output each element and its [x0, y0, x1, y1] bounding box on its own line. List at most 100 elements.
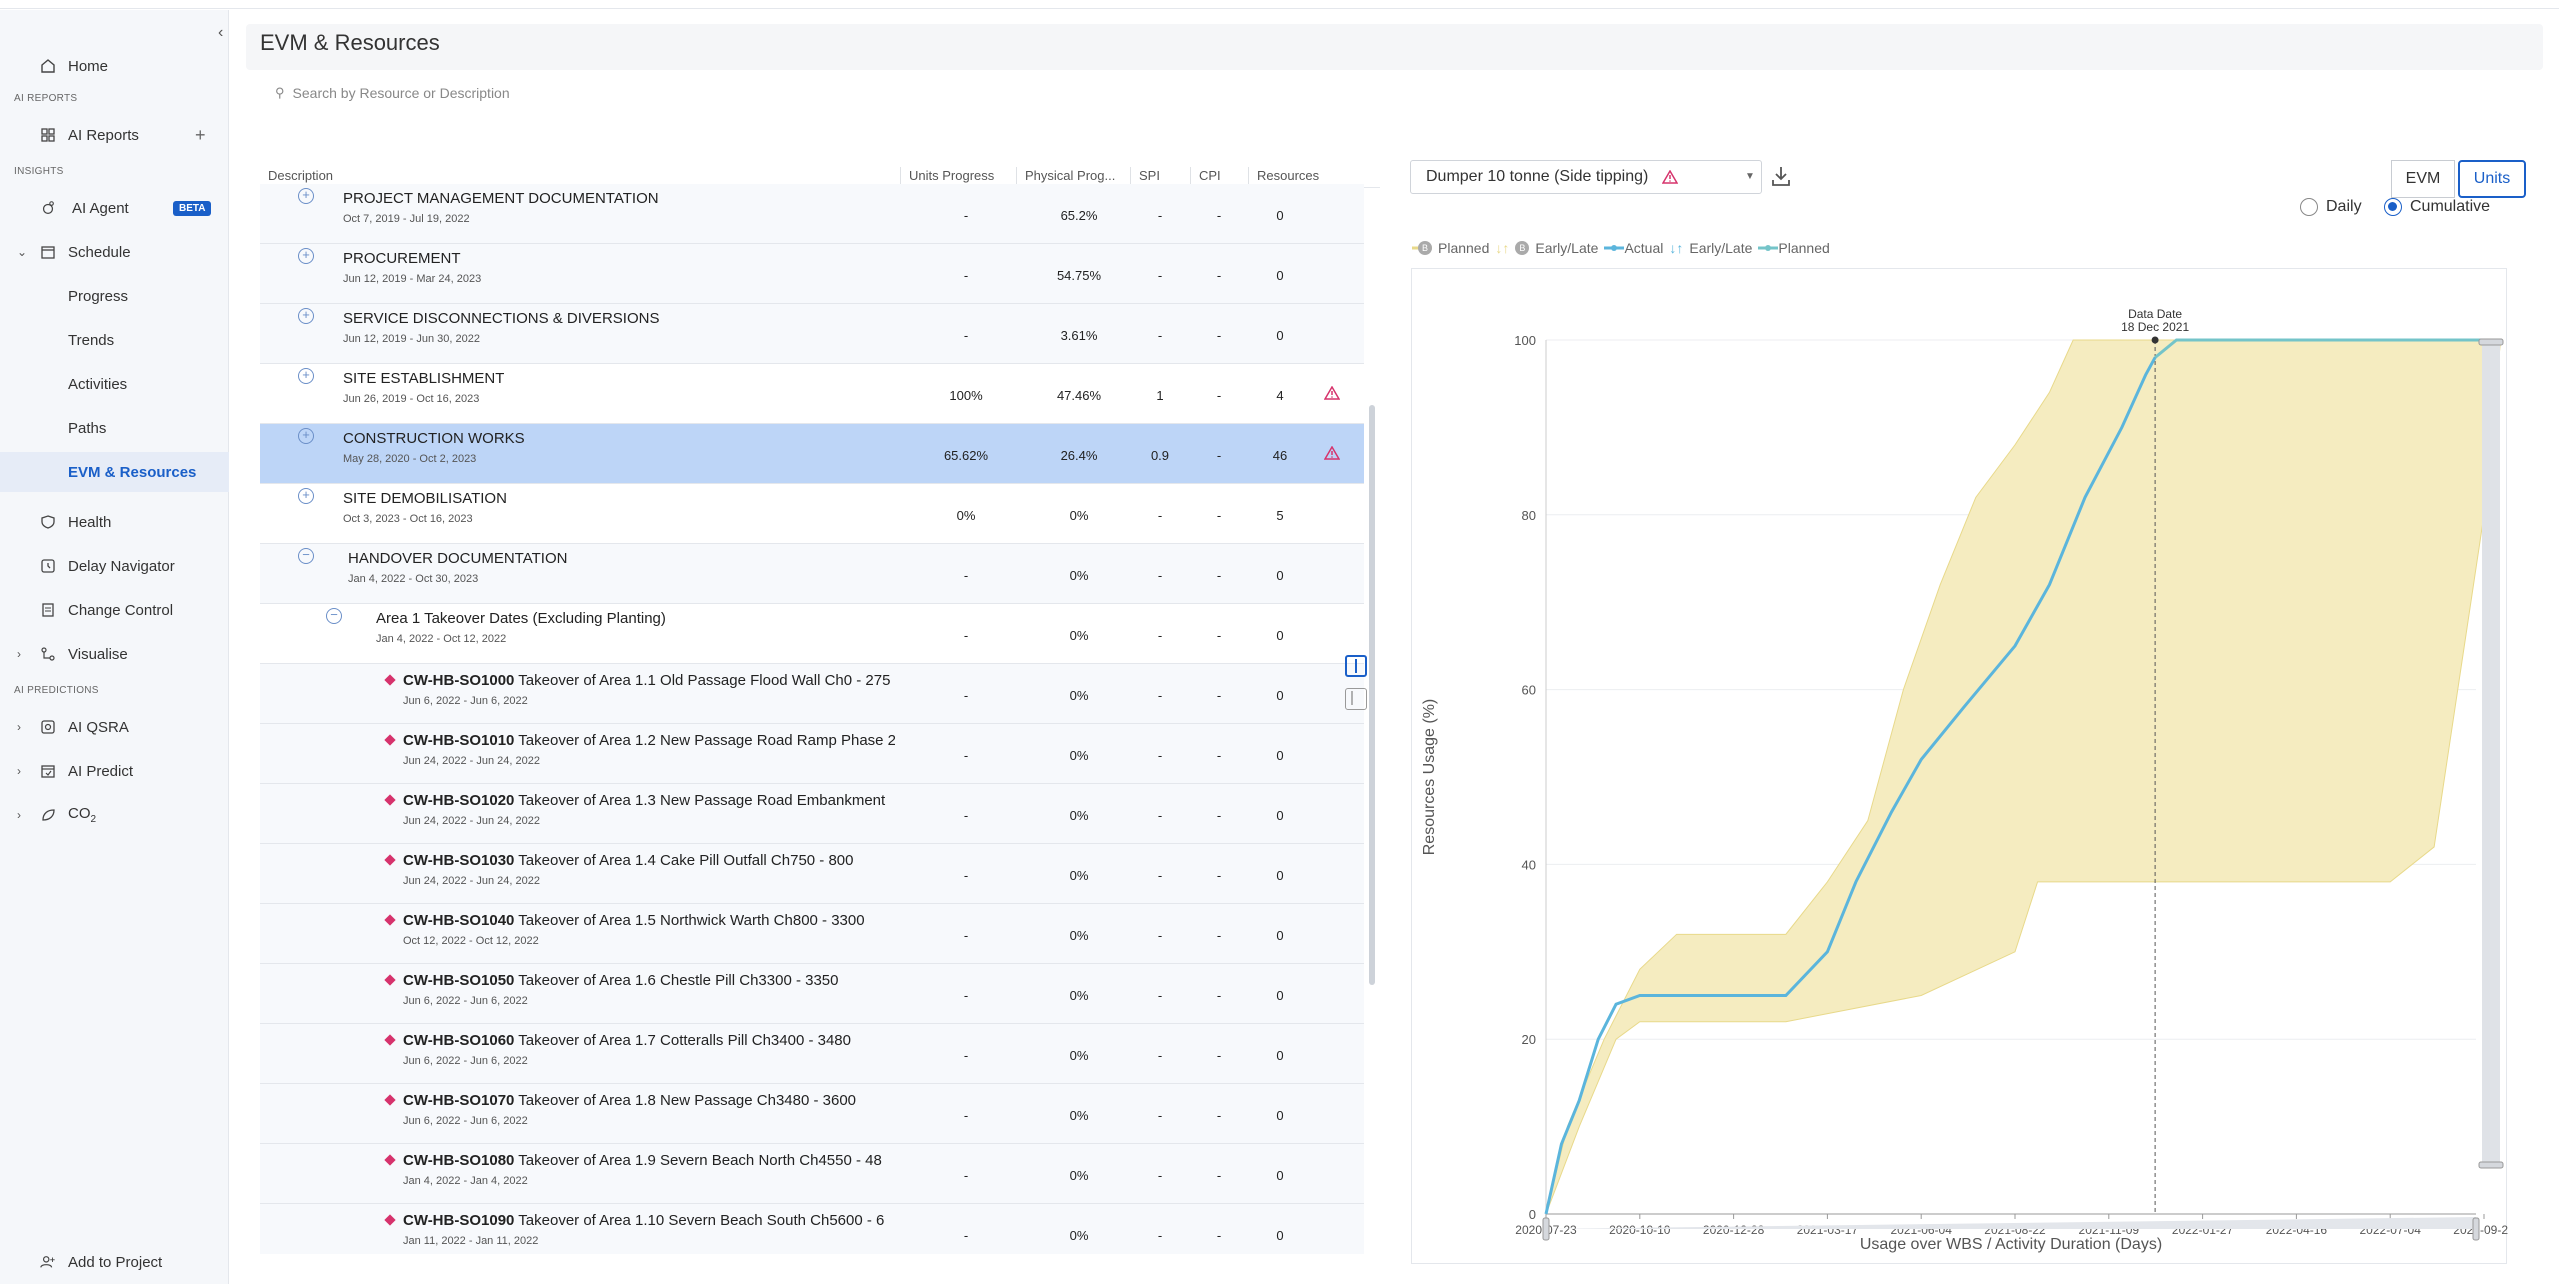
cpi-cell: - [1216, 1108, 1222, 1123]
sidebar-item-label: AI Predict [68, 762, 134, 780]
physical-progress-cell: 0% [1069, 1048, 1089, 1063]
expand-row-icon[interactable]: + [298, 188, 314, 204]
table-row[interactable]: + PROCUREMENT Jun 12, 2019 - Mar 24, 2023 -… [260, 244, 1364, 304]
single-view-icon[interactable] [1345, 688, 1367, 710]
table-row[interactable]: + SITE ESTABLISHMENT Jun 26, 2019 - Oct 16… [260, 364, 1364, 424]
sidebar-item-delay-navigator[interactable]: Delay Navigator [0, 546, 229, 586]
column-header-units-progress[interactable]: Units Progress [900, 167, 1016, 185]
table-scrollbar[interactable] [1369, 405, 1375, 985]
table-row[interactable]: + CONSTRUCTION WORKS May 28, 2020 - Oct 2,… [260, 424, 1364, 484]
search-icon: ⚲ [275, 85, 285, 100]
sidebar-item-change-control[interactable]: Change Control [0, 590, 229, 630]
expand-row-icon[interactable]: + [298, 368, 314, 384]
table-row[interactable]: CW-HB-SO1060 Takeover of Area 1.7 Cotter… [260, 1024, 1364, 1084]
expand-row-icon[interactable]: + [298, 248, 314, 264]
x-zoom-slider-track[interactable] [1546, 1217, 2476, 1229]
column-header-spi[interactable]: SPI [1130, 167, 1190, 185]
sidebar-item-evm-resources[interactable]: EVM & Resources [0, 452, 229, 492]
activity-title: Takeover of Area 1.10 Severn Beach South… [518, 1212, 885, 1229]
table-row[interactable]: CW-HB-SO1010 Takeover of Area 1.2 New Pa… [260, 724, 1364, 784]
y-tick-label: 40 [1522, 857, 1536, 872]
column-header-physical-progress[interactable]: Physical Prog... [1016, 167, 1130, 185]
activity-title: Takeover of Area 1.4 Cake Pill Outfall C… [518, 852, 854, 869]
collapse-row-icon[interactable]: − [326, 608, 342, 624]
activity-dates: Jun 6, 2022 - Jun 6, 2022 [403, 995, 528, 1007]
sidebar-item-add-to-project[interactable]: Add to Project [0, 1242, 229, 1282]
sidebar-item-ai-agent[interactable]: AI Agent BETA [0, 188, 229, 228]
physical-progress-cell: 0% [1069, 808, 1089, 823]
collapse-sidebar-icon[interactable]: ‹ [218, 24, 224, 41]
y-zoom-slider-track[interactable] [2482, 343, 2500, 1165]
table-row[interactable]: CW-HB-SO1080 Takeover of Area 1.9 Severn… [260, 1144, 1364, 1204]
chart-container: 0204060801002020-07-232020-10-102020-12-… [1411, 268, 2515, 1264]
resource-select[interactable]: Dumper 10 tonne (Side tipping) [1410, 160, 1762, 194]
sidebar-item-paths[interactable]: Paths [0, 408, 229, 448]
table-row[interactable]: + SERVICE DISCONNECTIONS & DIVERSIONS Jun … [260, 304, 1364, 364]
table-row[interactable]: − Area 1 Takeover Dates (Excluding Planti… [260, 604, 1364, 664]
table-row[interactable]: CW-HB-SO1040 Takeover of Area 1.5 Northw… [260, 904, 1364, 964]
warning-icon[interactable] [1324, 386, 1340, 400]
legend-item-actual[interactable]: Actual [1624, 240, 1664, 256]
wbs-name: CONSTRUCTION WORKS [343, 430, 525, 447]
column-header-resources[interactable]: Resources [1248, 167, 1366, 185]
sidebar-item-activities[interactable]: Activities [0, 364, 229, 404]
legend-item-early-late-baseline[interactable]: Early/Late [1535, 240, 1599, 256]
sidebar-item-label: Visualise [68, 645, 128, 663]
cpi-cell: - [1216, 868, 1222, 883]
column-header-cpi[interactable]: CPI [1190, 167, 1248, 185]
y-zoom-handle-bottom[interactable] [2478, 1161, 2504, 1169]
column-header-description[interactable]: Description [268, 168, 334, 183]
cpi-cell: - [1216, 508, 1222, 523]
daily-radio[interactable]: Daily [2300, 198, 2362, 216]
sidebar-item-home[interactable]: Home [0, 46, 229, 86]
physical-progress-cell: 0% [1069, 508, 1089, 523]
legend-item-planned-baseline[interactable]: Planned [1438, 240, 1490, 256]
sidebar-item-schedule[interactable]: ⌄ Schedule [0, 232, 229, 272]
add-report-icon[interactable]: + [195, 124, 206, 145]
sidebar-item-ai-qsra[interactable]: › AI QSRA [0, 707, 229, 747]
chevron-right-icon: › [17, 808, 21, 822]
sidebar-item-ai-reports[interactable]: AI Reports + [0, 115, 229, 155]
units-progress-cell: 0% [956, 508, 976, 523]
table-row[interactable]: CW-HB-SO1070 Takeover of Area 1.8 New Pa… [260, 1084, 1364, 1144]
activity-code: CW-HB-SO1000 [403, 672, 515, 689]
x-zoom-handle-right[interactable] [2472, 1217, 2480, 1241]
expand-row-icon[interactable]: + [298, 488, 314, 504]
sidebar-item-progress[interactable]: Progress [0, 276, 229, 316]
y-zoom-handle-top[interactable] [2478, 338, 2504, 346]
table-row[interactable]: − HANDOVER DOCUMENTATION Jan 4, 2022 - Oct… [260, 544, 1364, 604]
expand-row-icon[interactable]: + [298, 428, 314, 444]
legend-item-early-late[interactable]: Early/Late [1689, 240, 1753, 256]
sidebar-item-visualise[interactable]: › Visualise [0, 634, 229, 674]
sidebar-item-trends[interactable]: Trends [0, 320, 229, 360]
x-zoom-handle-left[interactable] [1542, 1217, 1550, 1241]
table-row[interactable]: CW-HB-SO1050 Takeover of Area 1.6 Chestl… [260, 964, 1364, 1024]
table-row[interactable]: + SITE DEMOBILISATION Oct 3, 2023 - Oct 16… [260, 484, 1364, 544]
chevron-down-icon[interactable]: ▼ [1745, 171, 1755, 182]
wbs-name: SITE ESTABLISHMENT [343, 370, 505, 387]
search-input[interactable]: ⚲ Search by Resource or Description [275, 82, 875, 104]
table-row[interactable]: + PROJECT MANAGEMENT DOCUMENTATION Oct 7, … [260, 184, 1364, 244]
download-icon[interactable] [1770, 164, 1792, 188]
units-toggle-button[interactable]: Units [2458, 160, 2526, 198]
physical-progress-cell: 0% [1069, 868, 1089, 883]
table-row[interactable]: CW-HB-SO1020 Takeover of Area 1.3 New Pa… [260, 784, 1364, 844]
milestone-icon [384, 794, 396, 806]
table-row[interactable]: CW-HB-SO1090 Takeover of Area 1.10 Sever… [260, 1204, 1364, 1254]
section-header-insights: INSIGHTS [14, 166, 64, 177]
table-row[interactable]: CW-HB-SO1000 Takeover of Area 1.1 Old Pa… [260, 664, 1364, 724]
expand-row-icon[interactable]: + [298, 308, 314, 324]
evm-toggle-button[interactable]: EVM [2391, 160, 2455, 198]
table-row[interactable]: CW-HB-SO1030 Takeover of Area 1.4 Cake P… [260, 844, 1364, 904]
cumulative-radio[interactable]: Cumulative [2384, 198, 2490, 216]
legend-item-planned[interactable]: Planned [1778, 240, 1830, 256]
sidebar-item-health[interactable]: Health [0, 502, 229, 542]
cpi-cell: - [1216, 1168, 1222, 1183]
warning-icon[interactable] [1324, 446, 1340, 460]
sidebar-item-co2[interactable]: › CO2 [0, 795, 229, 835]
units-progress-cell: - [963, 1168, 969, 1183]
sidebar-item-ai-predict[interactable]: › AI Predict [0, 751, 229, 791]
units-progress-cell: - [963, 988, 969, 1003]
collapse-row-icon[interactable]: − [298, 548, 314, 564]
split-view-icon[interactable] [1345, 655, 1367, 677]
